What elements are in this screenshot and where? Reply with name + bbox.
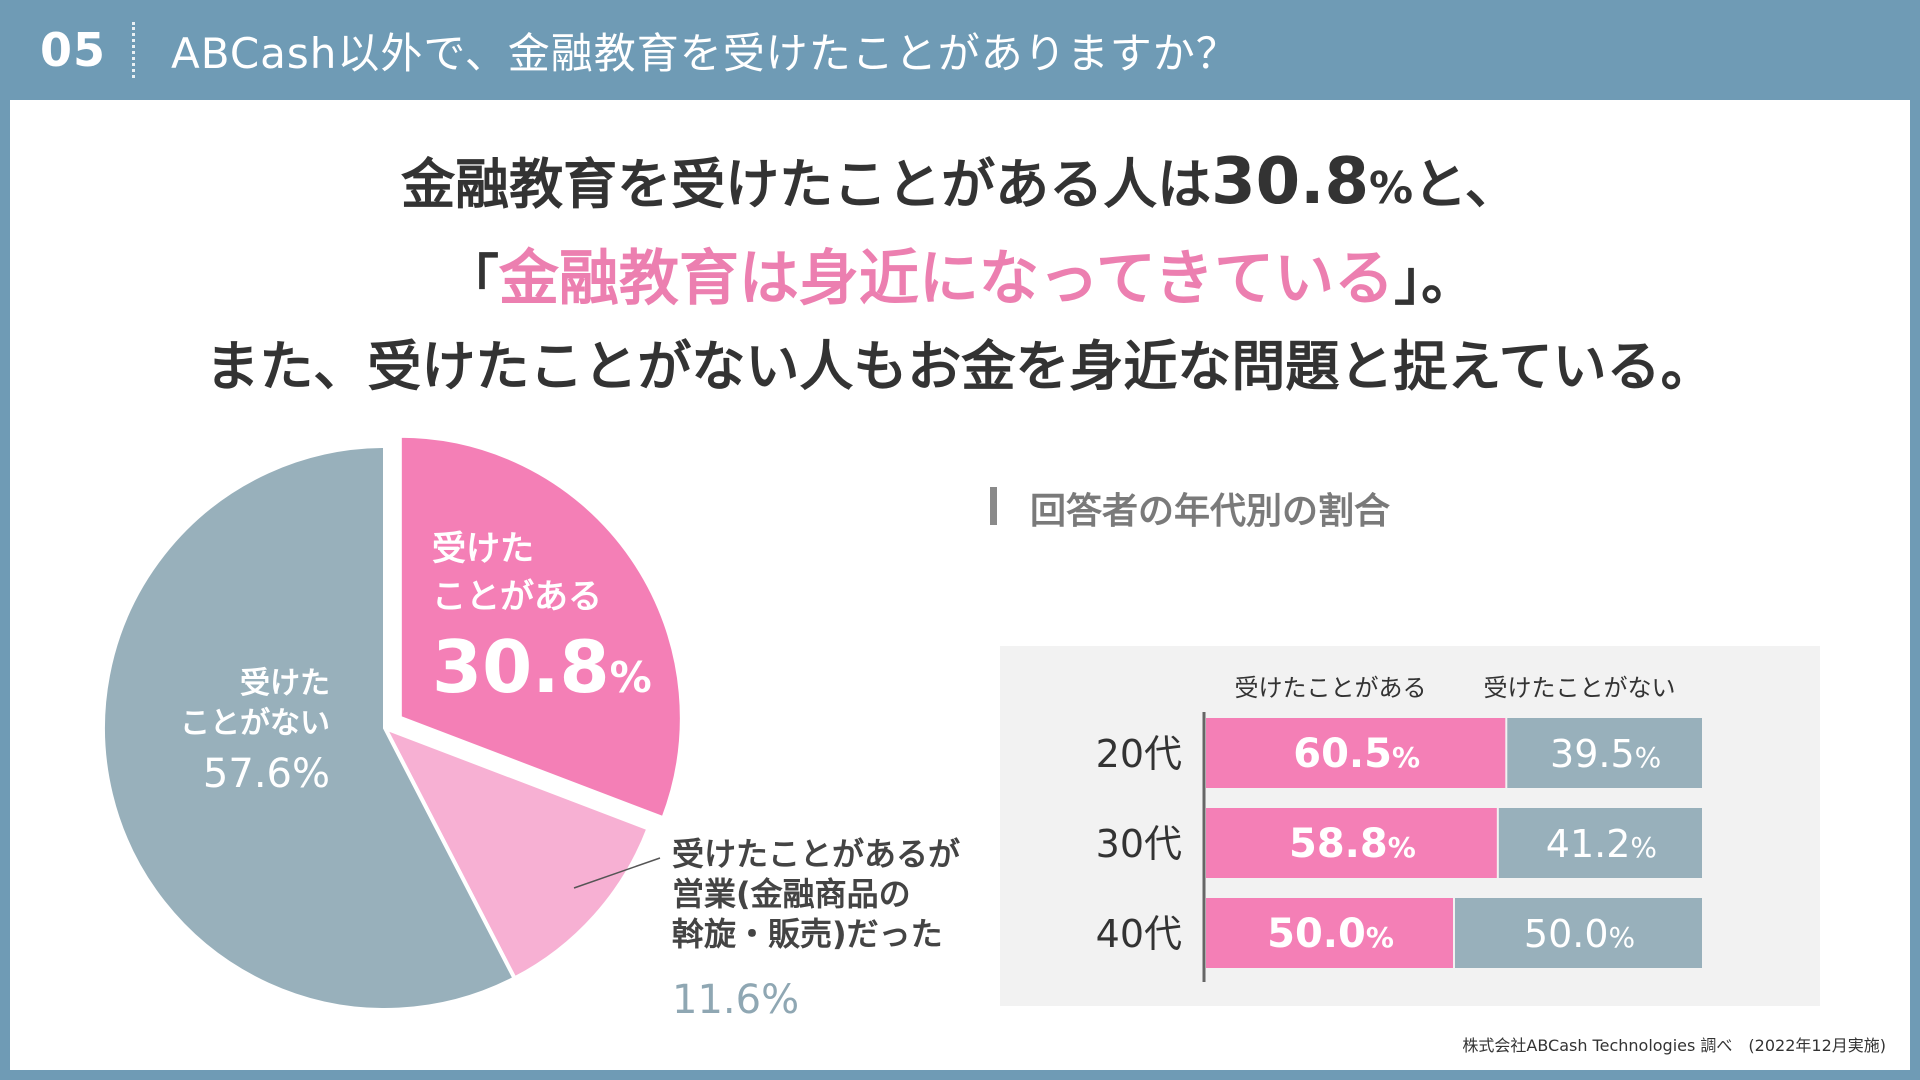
pie-label-line: 営業(金融商品の: [672, 875, 911, 913]
headline-1-post: と、: [1413, 153, 1519, 216]
bar-value-label: 50.0%: [1267, 911, 1394, 957]
pie-label-line: 受けたことがあるが: [672, 835, 960, 873]
bar-segment: [1206, 718, 1506, 788]
headline-line-3: また、受けたことがない人もお金を身近な問題と捉えている。: [205, 335, 1715, 398]
pie-value-label: 57.6%: [203, 751, 330, 797]
pie-label-line: 斡旋・販売)だった: [672, 915, 943, 953]
bar-segment: [1206, 898, 1453, 968]
legend-label-1: 受けたことがない: [1484, 674, 1676, 702]
headline-1-pre: 金融教育を受けたことがある人は: [401, 153, 1212, 216]
headline-line-1: 金融教育を受けたことがある人は30.8%と、: [10, 140, 1910, 219]
age-title-accent: [990, 487, 997, 525]
source-note: 株式会社ABCash Technologies 調べ (2022年12月実施): [1462, 1036, 1886, 1055]
category-label: 30代: [1096, 822, 1182, 866]
pie-label-line: ことがある: [432, 577, 602, 617]
pie-value-label: 30.8%: [432, 625, 652, 709]
bar-value-label: 41.2%: [1546, 822, 1657, 866]
age-chart-title: 回答者の年代別の割合: [1030, 491, 1391, 532]
header-divider: [132, 22, 136, 78]
pie-value-label: 11.6%: [672, 977, 799, 1023]
category-label: 40代: [1096, 912, 1182, 956]
headline-1-pct: %: [1368, 163, 1414, 214]
headline-2-highlight: 金融教育は身近になってきている: [498, 244, 1395, 314]
pie-leader-line: [573, 857, 661, 889]
bar-segment: [1455, 898, 1702, 968]
pie-slice-1: [380, 724, 652, 982]
pie-label-line: 受けた: [432, 529, 534, 569]
bar-segment: [1206, 808, 1497, 878]
bar-segment: [1507, 718, 1702, 788]
legend-label-0: 受けたことがある: [1235, 674, 1427, 702]
bar-value-label: 39.5%: [1550, 732, 1661, 776]
category-label: 20代: [1096, 732, 1182, 776]
bar-value-label: 50.0%: [1524, 912, 1635, 956]
pie-label-line: 受けた: [240, 666, 330, 701]
headline-2-open: 「: [444, 249, 499, 312]
question-number: 05: [40, 23, 107, 77]
headline-2-close: 」。: [1394, 249, 1476, 312]
question-title: ABCash以外で、金融教育を受けたことがありますか？: [171, 28, 1239, 78]
headline-line-2: 「金融教育は身近になってきている」。: [10, 230, 1910, 317]
pie-slice-0: [397, 433, 684, 821]
header-bar: 05 ABCash以外で、金融教育を受けたことがありますか？: [0, 0, 1920, 100]
bar-segment: [1498, 808, 1702, 878]
pie-slice-2: [101, 443, 518, 1012]
pie-label-line: ことがない: [180, 706, 330, 741]
bar-value-label: 60.5%: [1293, 731, 1420, 777]
bar-value-label: 58.8%: [1289, 821, 1416, 867]
headline-1-number: 30.8: [1211, 145, 1369, 219]
